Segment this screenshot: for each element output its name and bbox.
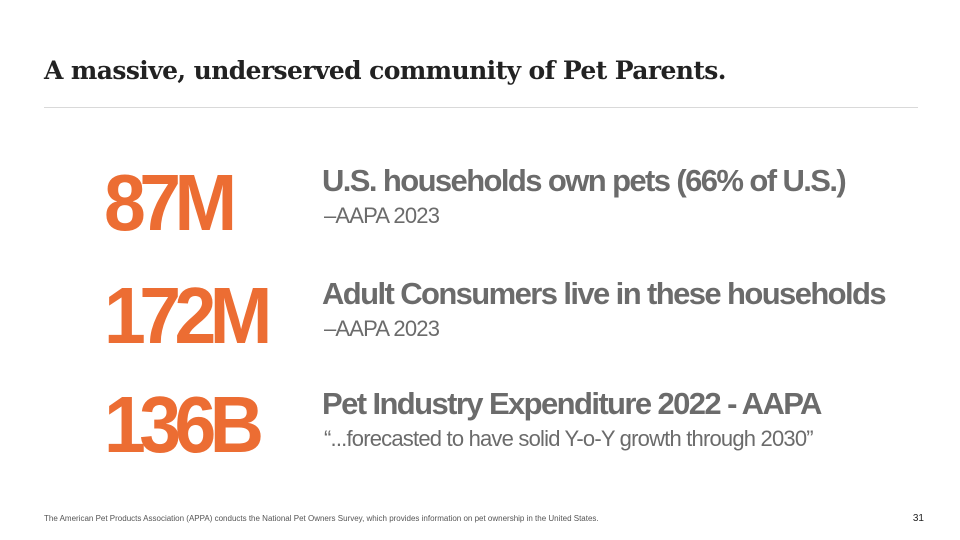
title-divider (44, 107, 918, 108)
stat-heading-consumers: Adult Consumers live in these households (322, 276, 887, 311)
footnote: The American Pet Products Association (A… (44, 514, 599, 523)
stat-heading-expenditure: Pet Industry Expenditure 2022 - AAPA (322, 386, 822, 421)
stat-number-expenditure: 136B (104, 380, 264, 469)
slide-title: A massive, underserved community of Pet … (44, 56, 726, 85)
stat-source-consumers: –AAPA 2023 (324, 316, 440, 341)
stat-number-households: 87M (104, 158, 237, 247)
stat-source-expenditure: “...forecasted to have solid Y-o-Y growt… (324, 426, 814, 451)
page-number: 31 (912, 513, 924, 524)
stat-source-households: –AAPA 2023 (324, 203, 440, 228)
stat-heading-households: U.S. households own pets (66% of U.S.) (322, 163, 847, 198)
stat-number-consumers: 172M (104, 271, 272, 360)
